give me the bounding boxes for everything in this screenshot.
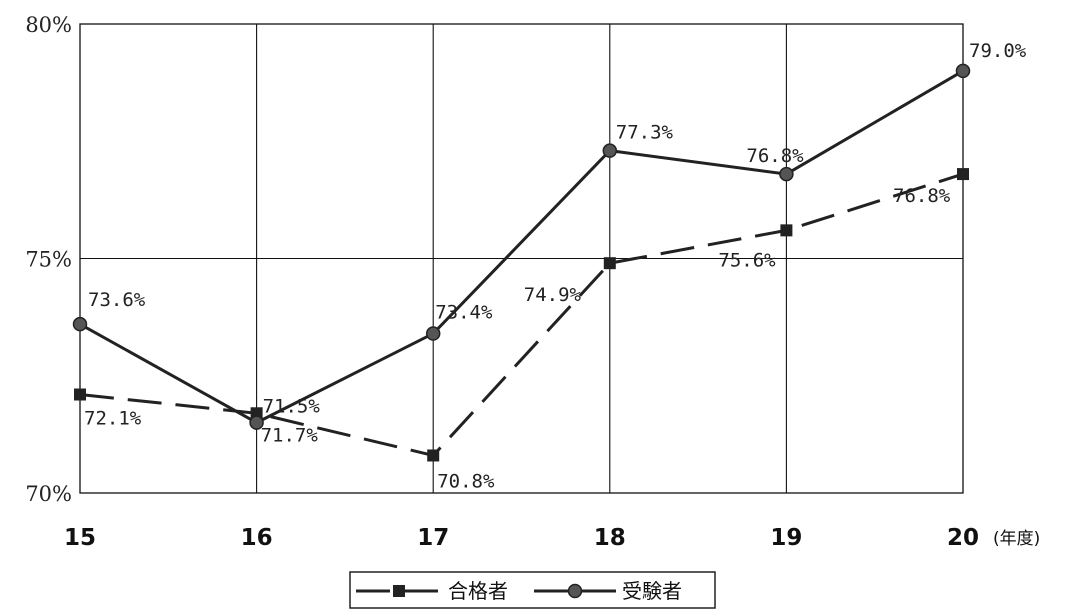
x-tick-label: 19: [770, 525, 802, 551]
data-point-circle: [779, 166, 794, 182]
x-tick-label: 18: [594, 525, 626, 551]
legend-label: 合格者: [448, 579, 508, 603]
data-point-circle: [602, 143, 618, 158]
data-label: 70.8%: [437, 470, 495, 492]
x-tick-label: 16: [241, 525, 273, 551]
data-label: 73.6%: [88, 289, 146, 311]
grid: [79, 23, 964, 494]
data-label: 76.8%: [746, 145, 804, 167]
x-tick-label: 20: [947, 525, 979, 551]
x-axis-unit: (年度): [993, 529, 1040, 549]
data-point-circle: [955, 63, 971, 79]
data-labels: 72.1% 71.7% 70.8% 74.9% 75.6% 76.8% 73.6% 71.5%…: [84, 40, 1027, 493]
data-label: 71.5%: [263, 396, 321, 418]
data-label: 71.7%: [261, 424, 319, 446]
legend: 合格者 受験者: [349, 571, 716, 609]
data-point-circle: [425, 326, 441, 341]
data-label: 73.4%: [435, 302, 493, 324]
y-tick-label: 75%: [25, 248, 72, 272]
y-axis-ticks: 70% 75% 80%: [25, 13, 72, 506]
data-point-square: [957, 168, 969, 181]
data-label: 74.9%: [524, 284, 582, 306]
data-point-circle: [249, 415, 264, 430]
data-point-square: [74, 388, 86, 401]
data-point-circle: [72, 316, 88, 332]
data-label: 79.0%: [969, 40, 1027, 62]
legend-marker-square: [393, 585, 405, 597]
legend-label: 受験者: [622, 579, 682, 603]
data-label: 77.3%: [616, 122, 674, 144]
legend-marker-circle: [567, 583, 583, 599]
x-tick-label: 15: [64, 525, 96, 551]
x-axis-ticks: 15 16 17 18 19 20: [64, 525, 979, 551]
y-tick-label: 80%: [25, 13, 72, 37]
data-point-square: [603, 257, 616, 270]
series: [72, 63, 971, 462]
data-point-square: [427, 449, 440, 462]
series-line-2: [79, 69, 964, 425]
data-label: 76.8%: [893, 185, 951, 207]
x-tick-label: 17: [417, 525, 449, 551]
data-label: 75.6%: [718, 249, 776, 271]
series-line-1: [79, 172, 964, 458]
data-point-square: [780, 224, 793, 237]
data-label: 72.1%: [84, 408, 142, 430]
y-tick-label: 70%: [25, 482, 72, 506]
